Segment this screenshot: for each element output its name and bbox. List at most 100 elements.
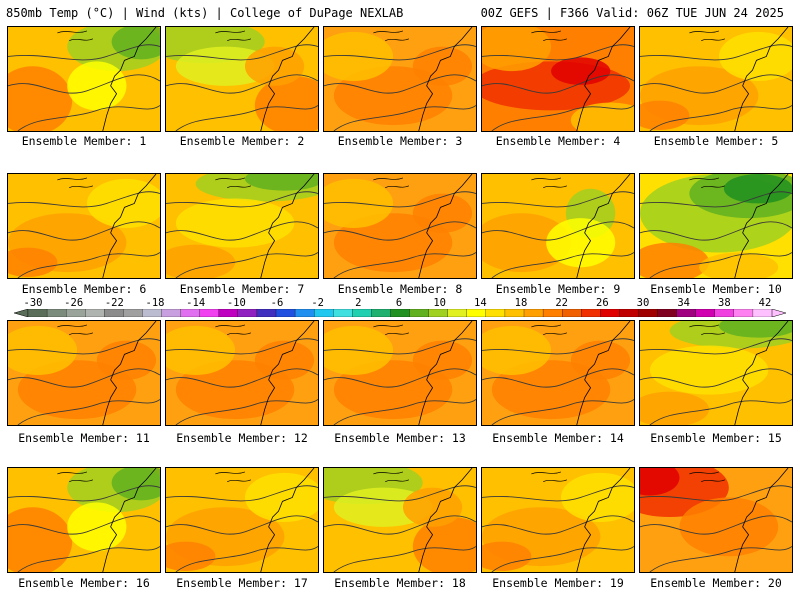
ensemble-member-map bbox=[639, 467, 793, 573]
colorbar-min-arrow bbox=[14, 309, 29, 317]
ensemble-member-label: Ensemble Member: 2 bbox=[179, 134, 305, 148]
colorbar-swatch bbox=[542, 309, 563, 317]
isotherm-contour bbox=[640, 74, 792, 94]
ensemble-member-label: Ensemble Member: 18 bbox=[334, 576, 466, 590]
temperature-field bbox=[8, 174, 160, 278]
colorbar-swatch bbox=[46, 309, 67, 317]
colorbar-tick-label: -6 bbox=[270, 297, 284, 309]
colorbar-swatch bbox=[390, 309, 410, 317]
isotherm-contour bbox=[8, 191, 160, 208]
temperature-field bbox=[166, 27, 318, 131]
isotherm-contour bbox=[482, 221, 634, 241]
isotherm-contour bbox=[324, 44, 476, 61]
coastline bbox=[734, 468, 789, 572]
isotherm-contour bbox=[640, 191, 792, 208]
isotherm-contour bbox=[175, 399, 318, 425]
ensemble-member-label: Ensemble Member: 4 bbox=[495, 134, 621, 148]
isotherm-contour bbox=[640, 338, 792, 355]
coastline bbox=[576, 174, 631, 278]
great-lakes-outline bbox=[373, 324, 410, 336]
model-run-info: 00Z GEFS | F366 Valid: 06Z TUE JUN 24 20… bbox=[480, 6, 784, 20]
ensemble-member-map bbox=[7, 320, 161, 426]
ensemble-member-map bbox=[165, 320, 319, 426]
coastline bbox=[576, 321, 631, 425]
isotherm-contour bbox=[324, 221, 476, 241]
ensemble-member-map bbox=[165, 467, 319, 573]
great-lakes-outline bbox=[57, 324, 94, 336]
ensemble-member-map bbox=[639, 320, 793, 426]
isotherm-contour bbox=[8, 338, 160, 355]
temperature-field bbox=[166, 321, 318, 425]
colorbar-tick-label: 6 bbox=[395, 297, 403, 309]
great-lakes-outline bbox=[531, 177, 568, 189]
great-lakes-outline bbox=[373, 177, 410, 189]
isotherm-contour bbox=[8, 368, 160, 388]
temperature-field bbox=[8, 468, 160, 572]
isotherm-contour bbox=[166, 515, 318, 535]
ensemble-member-map bbox=[481, 173, 635, 279]
coastline bbox=[418, 468, 473, 572]
coastline bbox=[102, 174, 157, 278]
ensemble-member-label: Ensemble Member: 17 bbox=[176, 576, 308, 590]
temperature-field bbox=[482, 321, 634, 425]
colorbar-swatch bbox=[523, 309, 544, 317]
great-lakes-outline bbox=[57, 30, 94, 42]
isotherm-contour bbox=[324, 338, 476, 355]
isotherm-contour bbox=[482, 515, 634, 535]
temperature-field bbox=[482, 468, 634, 572]
ensemble-member-label: Ensemble Member: 7 bbox=[179, 282, 305, 296]
great-lakes-outline bbox=[531, 471, 568, 483]
colorbar-swatch bbox=[371, 309, 391, 317]
colorbar-tick-label: 22 bbox=[555, 297, 568, 309]
isotherm-contour bbox=[640, 515, 792, 535]
isotherm-contour bbox=[649, 399, 792, 425]
great-lakes-outline bbox=[531, 30, 568, 42]
isotherm-contour bbox=[324, 74, 476, 94]
coastline bbox=[260, 321, 315, 425]
colorbar-swatch bbox=[733, 309, 754, 317]
coastline bbox=[260, 27, 315, 131]
colorbar-scale bbox=[14, 309, 786, 317]
isotherm-contour bbox=[491, 252, 634, 278]
colorbar-swatch bbox=[294, 309, 315, 317]
isotherm-contour bbox=[8, 515, 160, 535]
great-lakes-outline bbox=[215, 471, 252, 483]
temperature-field bbox=[640, 27, 792, 131]
isotherm-contour bbox=[482, 44, 634, 61]
isotherm-contour bbox=[324, 191, 476, 208]
isotherm-contour bbox=[166, 338, 318, 355]
coastline bbox=[102, 468, 157, 572]
coastline bbox=[418, 27, 473, 131]
ensemble-member-label: Ensemble Member: 10 bbox=[650, 282, 782, 296]
isotherm-contour bbox=[482, 74, 634, 94]
ensemble-member-label: Ensemble Member: 3 bbox=[337, 134, 463, 148]
isotherm-contour bbox=[166, 191, 318, 208]
coastline bbox=[102, 321, 157, 425]
colorbar-tick-label: 38 bbox=[718, 297, 731, 309]
isotherm-contour bbox=[175, 105, 318, 131]
isotherm-contour bbox=[166, 485, 318, 502]
isotherm-contour bbox=[17, 105, 160, 131]
colorbar-swatch bbox=[581, 309, 601, 317]
colorbar-swatch bbox=[66, 309, 86, 317]
colorbar-tick-label: 2 bbox=[355, 297, 362, 309]
isotherm-contour bbox=[491, 546, 634, 572]
coastline bbox=[418, 321, 473, 425]
great-lakes-outline bbox=[215, 177, 252, 189]
temperature-field bbox=[324, 27, 476, 131]
ensemble-member-map bbox=[165, 26, 319, 132]
ensemble-member-map bbox=[7, 26, 161, 132]
temperature-field bbox=[8, 321, 160, 425]
great-lakes-outline bbox=[215, 324, 252, 336]
great-lakes-outline bbox=[373, 30, 410, 42]
isotherm-contour bbox=[166, 221, 318, 241]
isotherm-contour bbox=[166, 74, 318, 94]
ensemble-member-map bbox=[639, 26, 793, 132]
isotherm-contour bbox=[17, 252, 160, 278]
isotherm-contour bbox=[482, 191, 634, 208]
isotherm-contour bbox=[640, 221, 792, 241]
isotherm-contour bbox=[8, 44, 160, 61]
coastline bbox=[734, 174, 789, 278]
ensemble-member-label: Ensemble Member: 11 bbox=[18, 431, 150, 445]
coastline bbox=[418, 174, 473, 278]
